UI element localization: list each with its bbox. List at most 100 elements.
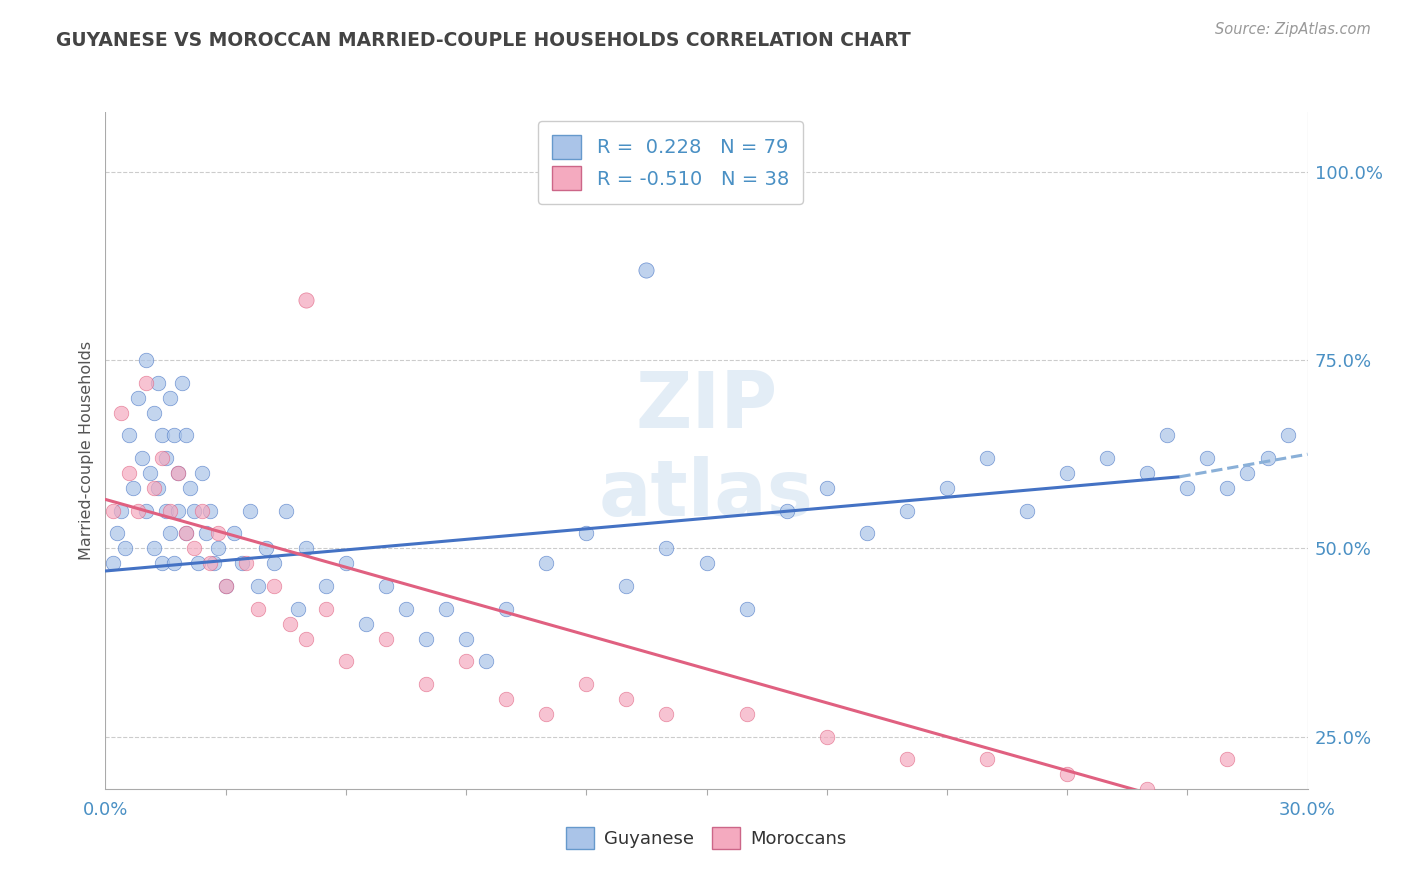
Point [896,504,918,518]
Point [138,466,160,480]
Point [150,428,173,442]
Text: GUYANESE VS MOROCCAN MARRIED-COUPLE HOUSEHOLDS CORRELATION CHART: GUYANESE VS MOROCCAN MARRIED-COUPLE HOUS… [56,31,911,50]
Point [636,262,658,277]
Point [616,692,638,706]
Point [575,677,598,691]
Point [1136,782,1159,797]
Y-axis label: Married-couple Households: Married-couple Households [79,341,94,560]
Point [159,504,181,518]
Point [118,428,141,442]
Text: ZIP
atlas: ZIP atlas [599,368,814,533]
Point [146,376,169,390]
Point [263,579,285,593]
Text: Source: ZipAtlas.com: Source: ZipAtlas.com [1215,22,1371,37]
Point [162,428,184,442]
Point [976,752,998,766]
Point [395,601,418,615]
Point [263,557,285,571]
Point [202,557,225,571]
Point [1177,481,1199,495]
Point [150,557,173,571]
Point [127,504,149,518]
Point [170,376,193,390]
Point [354,616,377,631]
Point [495,601,517,615]
Point [1197,450,1219,465]
Point [855,526,877,541]
Point [135,376,157,390]
Point [495,692,517,706]
Point [335,654,357,668]
Point [103,557,125,571]
Point [315,601,337,615]
Point [214,579,236,593]
Point [222,526,245,541]
Point [166,466,188,480]
Point [454,632,477,646]
Point [198,504,221,518]
Point [295,293,318,307]
Point [1216,752,1239,766]
Point [150,450,173,465]
Point [183,504,205,518]
Point [142,541,165,556]
Point [415,632,437,646]
Point [190,504,212,518]
Point [166,466,188,480]
Point [194,526,217,541]
Point [616,579,638,593]
Point [131,450,153,465]
Point [454,654,477,668]
Point [374,579,398,593]
Point [118,466,141,480]
Point [246,601,269,615]
Point [1056,767,1078,781]
Point [1017,504,1039,518]
Point [534,707,557,722]
Point [142,481,165,495]
Legend: Guyanese, Moroccans: Guyanese, Moroccans [557,818,856,858]
Point [235,557,257,571]
Point [415,677,437,691]
Point [142,406,165,420]
Point [1257,450,1279,465]
Point [122,481,145,495]
Point [295,632,318,646]
Point [735,601,758,615]
Point [976,450,998,465]
Point [155,450,177,465]
Point [231,557,253,571]
Point [534,557,557,571]
Point [274,504,297,518]
Point [174,526,197,541]
Point [110,406,132,420]
Point [146,481,169,495]
Point [295,541,318,556]
Point [114,541,136,556]
Point [159,526,181,541]
Point [575,526,598,541]
Point [254,541,277,556]
Point [110,504,132,518]
Point [198,557,221,571]
Point [1236,466,1258,480]
Point [936,481,959,495]
Point [1097,450,1119,465]
Point [696,557,718,571]
Point [207,541,229,556]
Point [1216,481,1239,495]
Point [1296,797,1319,812]
Point [183,541,205,556]
Point [278,616,301,631]
Point [815,730,838,744]
Point [374,632,398,646]
Point [246,579,269,593]
Point [335,557,357,571]
Point [135,353,157,368]
Point [434,601,457,615]
Point [1056,466,1078,480]
Point [135,504,157,518]
Point [1136,466,1159,480]
Point [127,391,149,405]
Point [214,579,236,593]
